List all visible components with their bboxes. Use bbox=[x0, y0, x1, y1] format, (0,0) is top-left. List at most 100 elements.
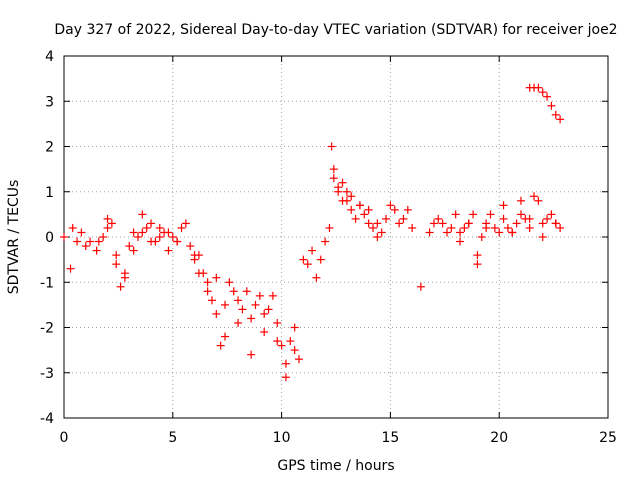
y-tick-label: -3 bbox=[40, 366, 54, 382]
data-point bbox=[329, 165, 338, 174]
data-point bbox=[434, 214, 443, 223]
y-tick-label: 0 bbox=[45, 230, 54, 246]
data-point bbox=[81, 242, 90, 251]
data-point bbox=[512, 219, 521, 228]
data-point bbox=[207, 296, 216, 305]
data-point bbox=[456, 228, 465, 237]
data-point bbox=[94, 237, 103, 246]
data-point bbox=[112, 251, 121, 260]
data-point bbox=[112, 260, 121, 269]
data-point bbox=[530, 192, 539, 201]
data-point bbox=[543, 214, 552, 223]
data-point bbox=[377, 228, 386, 237]
data-point bbox=[107, 219, 116, 228]
data-point bbox=[451, 210, 460, 219]
data-point bbox=[133, 233, 142, 241]
data-point bbox=[103, 223, 112, 232]
data-point bbox=[164, 228, 173, 237]
data-point bbox=[551, 219, 560, 228]
data-point bbox=[473, 251, 482, 260]
data-point bbox=[99, 233, 108, 241]
data-point bbox=[556, 115, 565, 124]
data-point bbox=[295, 355, 304, 364]
data-point bbox=[547, 210, 556, 219]
data-point bbox=[460, 223, 469, 232]
data-point bbox=[242, 287, 251, 296]
data-point bbox=[464, 219, 473, 228]
data-point bbox=[556, 223, 565, 232]
data-point bbox=[221, 332, 230, 341]
data-point bbox=[429, 219, 438, 228]
data-point bbox=[390, 205, 399, 214]
data-point bbox=[190, 251, 199, 260]
data-point bbox=[516, 210, 525, 219]
data-point bbox=[125, 242, 134, 251]
data-point bbox=[373, 219, 382, 228]
data-point bbox=[347, 192, 356, 201]
data-point bbox=[543, 92, 552, 101]
axis-ticks: 0 5 10 15 20 25 -4 -3 -2 -1 0 1 2 3 4 bbox=[40, 49, 617, 446]
x-tick-label: 15 bbox=[381, 430, 399, 446]
x-tick-label: 10 bbox=[273, 430, 291, 446]
data-point bbox=[329, 174, 338, 183]
y-tick-label: 2 bbox=[45, 140, 54, 156]
data-point bbox=[551, 110, 560, 119]
data-point bbox=[447, 223, 456, 232]
data-point bbox=[477, 233, 486, 241]
data-point bbox=[499, 214, 508, 223]
data-point bbox=[482, 223, 491, 232]
x-tick-label: 5 bbox=[168, 430, 177, 446]
data-point bbox=[347, 205, 356, 214]
data-point bbox=[264, 305, 273, 314]
data-point bbox=[255, 291, 264, 300]
y-tick-label: 4 bbox=[45, 49, 54, 65]
data-point bbox=[77, 228, 86, 237]
data-point bbox=[338, 196, 347, 205]
data-point bbox=[416, 282, 425, 291]
data-point bbox=[216, 341, 225, 350]
data-point bbox=[508, 228, 517, 237]
data-point bbox=[260, 309, 269, 318]
data-point bbox=[360, 210, 369, 219]
data-point bbox=[316, 255, 325, 264]
data-point bbox=[469, 210, 478, 219]
data-point bbox=[538, 88, 547, 97]
data-point bbox=[525, 214, 534, 223]
data-point bbox=[351, 214, 360, 223]
data-point bbox=[321, 237, 330, 246]
y-tick-label: -2 bbox=[40, 321, 54, 337]
data-point bbox=[290, 323, 299, 332]
data-point bbox=[490, 223, 499, 232]
data-point bbox=[312, 273, 321, 282]
data-point bbox=[534, 83, 543, 92]
data-point bbox=[342, 187, 351, 196]
data-points bbox=[60, 83, 565, 382]
data-point bbox=[203, 287, 212, 296]
data-point bbox=[273, 337, 282, 346]
data-point bbox=[516, 196, 525, 205]
data-point bbox=[534, 196, 543, 205]
data-point bbox=[247, 314, 256, 323]
data-point bbox=[373, 233, 382, 241]
data-point bbox=[499, 201, 508, 210]
data-point bbox=[495, 228, 504, 237]
data-point bbox=[168, 233, 177, 241]
x-axis-label: GPS time / hours bbox=[277, 458, 394, 474]
data-point bbox=[212, 273, 221, 282]
data-point bbox=[103, 214, 112, 223]
data-point bbox=[334, 183, 343, 192]
data-point bbox=[395, 219, 404, 228]
data-point bbox=[164, 246, 173, 255]
y-tick-label: 1 bbox=[45, 185, 54, 201]
data-point bbox=[138, 210, 147, 219]
data-point bbox=[116, 282, 125, 291]
x-tick-label: 0 bbox=[60, 430, 69, 446]
data-point bbox=[308, 246, 317, 255]
data-point bbox=[203, 278, 212, 287]
data-point bbox=[386, 201, 395, 210]
data-point bbox=[364, 219, 373, 228]
data-point bbox=[260, 328, 269, 337]
data-point bbox=[155, 223, 164, 232]
grid bbox=[64, 56, 608, 418]
